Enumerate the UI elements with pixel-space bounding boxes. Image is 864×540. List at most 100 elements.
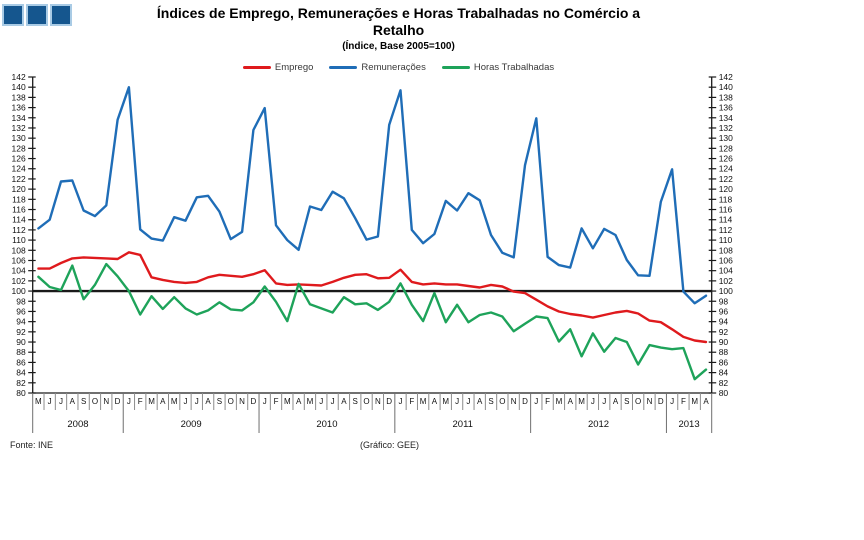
svg-text:80: 80 — [16, 388, 26, 398]
svg-text:M: M — [148, 397, 155, 406]
svg-text:82: 82 — [719, 378, 729, 388]
svg-text:A: A — [205, 397, 211, 406]
svg-text:130: 130 — [719, 133, 733, 143]
gee-logo — [2, 4, 72, 26]
chart-legend: Emprego Remunerações Horas Trabalhadas — [0, 62, 797, 73]
svg-text:M: M — [442, 397, 449, 406]
svg-text:J: J — [670, 397, 674, 406]
svg-text:M: M — [691, 397, 698, 406]
svg-text:J: J — [602, 397, 606, 406]
svg-text:D: D — [250, 397, 256, 406]
legend-swatch-horas — [441, 66, 470, 69]
legend-label-emprego: Emprego — [274, 62, 314, 73]
svg-text:2011: 2011 — [453, 419, 473, 430]
svg-text:J: J — [398, 397, 402, 406]
svg-text:S: S — [217, 397, 222, 406]
svg-text:88: 88 — [719, 347, 729, 357]
svg-text:138: 138 — [719, 92, 733, 102]
chart-subtitle: (Índice, Base 2005=100) — [342, 41, 455, 52]
svg-text:J: J — [455, 397, 459, 406]
svg-text:A: A — [296, 397, 302, 406]
svg-text:140: 140 — [719, 82, 733, 92]
svg-text:S: S — [488, 397, 493, 406]
logo-square — [2, 4, 24, 26]
svg-text:J: J — [127, 397, 131, 406]
svg-text:84: 84 — [719, 368, 729, 378]
svg-text:2013: 2013 — [678, 419, 699, 430]
svg-text:S: S — [81, 397, 86, 406]
svg-text:A: A — [477, 397, 483, 406]
svg-text:J: J — [331, 397, 335, 406]
svg-text:N: N — [647, 397, 653, 406]
svg-text:F: F — [545, 397, 550, 406]
chart-title-line2: Retalho — [372, 22, 425, 38]
y-axis-right: 8082848688909294969810010210410610811011… — [708, 72, 733, 398]
svg-text:110: 110 — [719, 235, 733, 245]
svg-text:100: 100 — [719, 286, 733, 296]
svg-text:140: 140 — [12, 82, 26, 92]
svg-text:D: D — [386, 397, 392, 406]
svg-text:D: D — [658, 397, 664, 406]
series-line-horas-trabalhadas — [37, 262, 708, 381]
svg-text:J: J — [263, 397, 267, 406]
svg-text:N: N — [103, 397, 109, 406]
svg-text:106: 106 — [12, 255, 26, 265]
svg-text:J: J — [183, 397, 187, 406]
svg-text:138: 138 — [12, 92, 26, 102]
svg-text:92: 92 — [719, 327, 729, 337]
svg-text:2010: 2010 — [316, 419, 337, 430]
svg-text:N: N — [239, 397, 245, 406]
svg-text:80: 80 — [719, 388, 729, 398]
svg-text:A: A — [160, 397, 166, 406]
svg-text:84: 84 — [16, 368, 26, 378]
svg-text:O: O — [363, 397, 369, 406]
svg-text:102: 102 — [12, 276, 26, 286]
svg-text:96: 96 — [719, 306, 729, 316]
svg-text:2008: 2008 — [67, 419, 88, 430]
svg-text:90: 90 — [719, 337, 729, 347]
svg-text:F: F — [409, 397, 414, 406]
svg-text:92: 92 — [16, 327, 26, 337]
svg-text:96: 96 — [16, 306, 26, 316]
svg-text:O: O — [228, 397, 234, 406]
y-axis-left: 8082848688909294969810010210410610811011… — [12, 72, 36, 398]
svg-text:132: 132 — [12, 123, 26, 133]
svg-text:122: 122 — [12, 174, 26, 184]
svg-text:100: 100 — [12, 286, 26, 296]
svg-text:2012: 2012 — [588, 419, 609, 430]
svg-text:126: 126 — [12, 154, 26, 164]
svg-text:J: J — [195, 397, 199, 406]
logo-square — [26, 4, 48, 26]
svg-text:142: 142 — [12, 72, 26, 82]
svg-text:112: 112 — [12, 225, 26, 235]
svg-text:J: J — [466, 397, 470, 406]
svg-text:S: S — [353, 397, 358, 406]
svg-text:102: 102 — [719, 276, 733, 286]
svg-text:M: M — [578, 397, 585, 406]
svg-text:J: J — [591, 397, 595, 406]
svg-text:120: 120 — [12, 184, 26, 194]
svg-text:M: M — [420, 397, 427, 406]
svg-text:106: 106 — [719, 255, 733, 265]
svg-text:98: 98 — [719, 296, 729, 306]
svg-text:114: 114 — [719, 215, 733, 225]
svg-text:O: O — [499, 397, 505, 406]
svg-text:D: D — [522, 397, 528, 406]
legend-item-horas: Horas Trabalhadas — [441, 62, 554, 73]
svg-text:M: M — [556, 397, 563, 406]
svg-text:O: O — [92, 397, 98, 406]
svg-text:M: M — [284, 397, 291, 406]
svg-text:J: J — [319, 397, 323, 406]
series-line-remuneracoes — [37, 85, 708, 305]
svg-text:A: A — [341, 397, 347, 406]
svg-text:82: 82 — [16, 378, 26, 388]
svg-text:128: 128 — [719, 143, 733, 153]
svg-text:136: 136 — [719, 103, 733, 113]
logo-square — [50, 4, 72, 26]
svg-text:126: 126 — [719, 154, 733, 164]
svg-text:F: F — [138, 397, 143, 406]
svg-text:136: 136 — [12, 103, 26, 113]
